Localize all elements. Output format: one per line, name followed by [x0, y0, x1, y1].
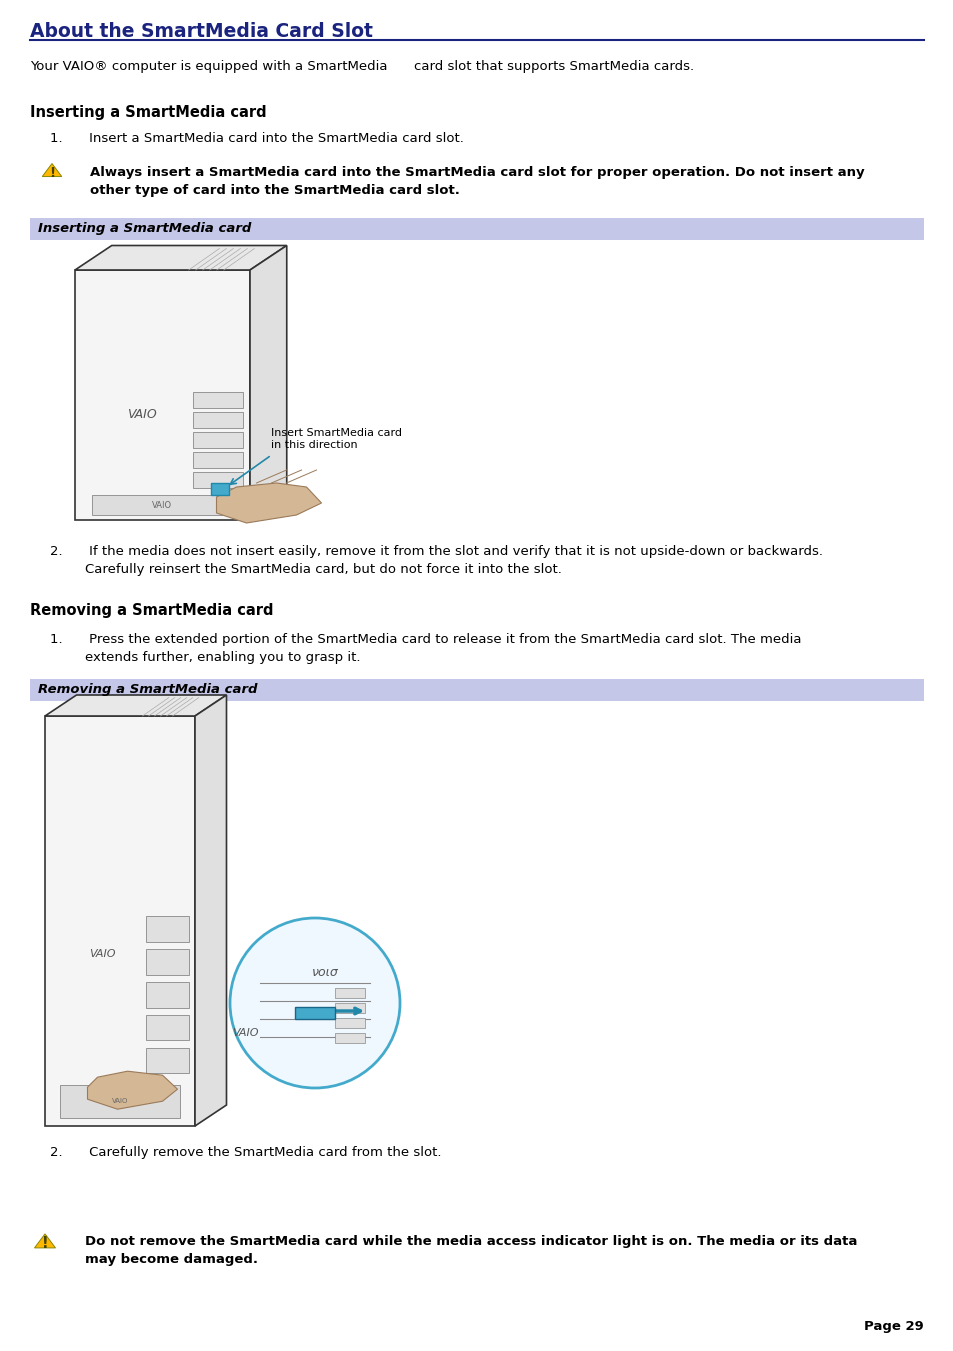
Bar [335, 988, 365, 998]
Bar [30, 680, 923, 701]
Text: extends further, enabling you to grasp it.: extends further, enabling you to grasp i… [85, 651, 360, 663]
Polygon shape [250, 246, 287, 520]
Text: Do not remove the SmartMedia card while the media access indicator light is on. : Do not remove the SmartMedia card while … [85, 1235, 857, 1266]
Text: Always insert a SmartMedia card into the SmartMedia card slot for proper operati: Always insert a SmartMedia card into the… [90, 166, 863, 197]
Text: Removing a SmartMedia card: Removing a SmartMedia card [38, 684, 257, 696]
Polygon shape [45, 694, 226, 716]
FancyBboxPatch shape [193, 432, 243, 449]
Polygon shape [45, 716, 194, 1125]
FancyBboxPatch shape [147, 1015, 190, 1040]
FancyBboxPatch shape [147, 1047, 190, 1073]
FancyBboxPatch shape [193, 412, 243, 428]
Text: 1.  Insert a SmartMedia card into the SmartMedia card slot.: 1. Insert a SmartMedia card into the Sma… [50, 132, 463, 145]
FancyBboxPatch shape [193, 392, 243, 408]
Text: Insert SmartMedia card
in this direction: Insert SmartMedia card in this direction [272, 428, 402, 450]
Text: 2.  If the media does not insert easily, remove it from the slot and verify that: 2. If the media does not insert easily, … [50, 544, 822, 558]
Bar [335, 1019, 365, 1028]
FancyBboxPatch shape [147, 982, 190, 1008]
Text: 1.  Press the extended portion of the SmartMedia card to release it from the Sma: 1. Press the extended portion of the Sma… [50, 634, 801, 646]
Bar [60, 1085, 180, 1117]
Circle shape [230, 917, 399, 1088]
Text: 2.  Carefully remove the SmartMedia card from the slot.: 2. Carefully remove the SmartMedia card … [50, 1146, 441, 1159]
Text: Inserting a SmartMedia card: Inserting a SmartMedia card [38, 222, 251, 235]
FancyBboxPatch shape [193, 453, 243, 467]
Text: VAIO: VAIO [152, 500, 172, 509]
Text: Removing a SmartMedia card: Removing a SmartMedia card [30, 603, 274, 617]
Text: VAIO: VAIO [232, 1028, 258, 1038]
Bar [294, 1006, 335, 1019]
Text: !: ! [42, 1236, 49, 1251]
Text: Your VAIO® computer is equipped with a SmartMedia  card slot that supports Smart: Your VAIO® computer is equipped with a S… [30, 59, 694, 73]
Text: VAIO: VAIO [112, 1098, 128, 1104]
Polygon shape [75, 270, 250, 520]
Text: !: ! [49, 166, 55, 180]
Bar [92, 494, 233, 515]
Polygon shape [75, 246, 287, 270]
Text: Inserting a SmartMedia card: Inserting a SmartMedia card [30, 105, 266, 120]
Polygon shape [216, 484, 321, 523]
Text: VAIO: VAIO [89, 948, 115, 959]
Bar [30, 218, 923, 240]
Polygon shape [194, 694, 226, 1125]
FancyBboxPatch shape [193, 471, 243, 488]
Polygon shape [88, 1071, 177, 1109]
Text: VAIO: VAIO [127, 408, 156, 422]
Text: Page 29: Page 29 [863, 1320, 923, 1333]
Bar [335, 1002, 365, 1013]
Bar [212, 484, 230, 494]
FancyBboxPatch shape [147, 950, 190, 975]
Text: About the SmartMedia Card Slot: About the SmartMedia Card Slot [30, 22, 373, 41]
FancyBboxPatch shape [147, 916, 190, 942]
Text: νoισ: νoισ [312, 966, 338, 979]
Text: Carefully reinsert the SmartMedia card, but do not force it into the slot.: Carefully reinsert the SmartMedia card, … [85, 563, 561, 576]
Bar [335, 1034, 365, 1043]
Polygon shape [34, 1233, 55, 1248]
Polygon shape [42, 163, 62, 177]
